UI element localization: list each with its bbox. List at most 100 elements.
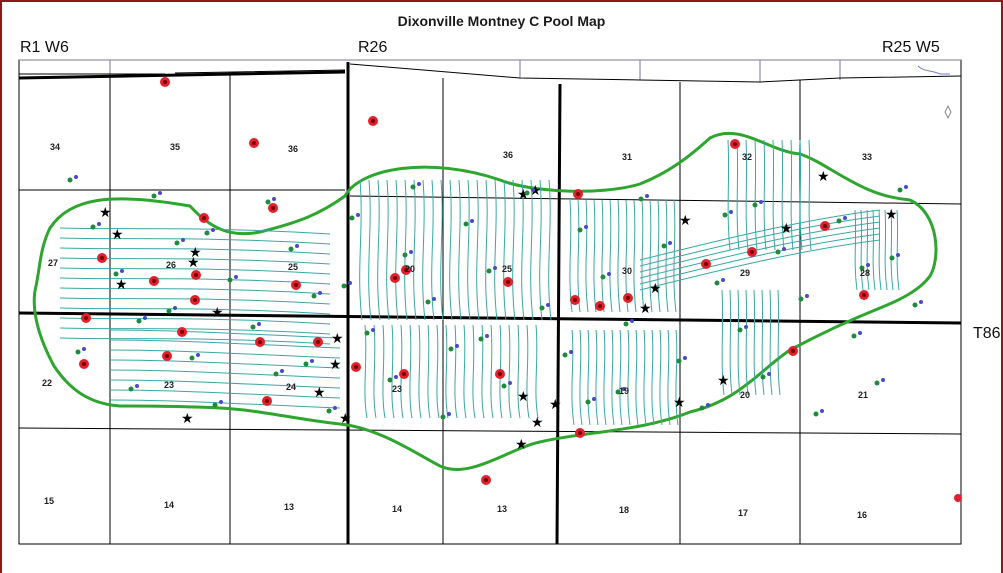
well-green [128, 386, 134, 392]
well-blue [858, 331, 862, 335]
well-red-core [194, 273, 198, 277]
well-red-core [823, 224, 827, 228]
star-icon: ★ [649, 280, 662, 296]
well-green [410, 184, 416, 190]
well-red-core [193, 298, 197, 302]
well-red-core [576, 192, 580, 196]
well-green [189, 355, 195, 361]
well-blue [904, 185, 908, 189]
well-red-core [152, 279, 156, 283]
well-blue [470, 219, 474, 223]
section-number: 32 [742, 152, 752, 162]
well-green [539, 305, 545, 311]
star-icon: ★ [817, 168, 830, 184]
pipeline [633, 199, 637, 313]
well-green [349, 215, 355, 221]
pipeline [641, 199, 645, 313]
pipeline [485, 179, 489, 321]
well-blue [310, 359, 314, 363]
pipeline [761, 289, 765, 396]
star-icon: ★ [313, 384, 326, 400]
star-icon: ★ [549, 396, 562, 412]
well-red-core [258, 340, 262, 344]
well-green [75, 349, 81, 355]
star-icon: ★ [331, 330, 344, 346]
well-red-core [252, 141, 256, 145]
pipeline [404, 179, 408, 321]
well-blue [455, 344, 459, 348]
well-blue [97, 222, 101, 226]
pipeline [772, 139, 776, 251]
pipeline [745, 139, 749, 251]
well-green [638, 196, 644, 202]
star-icon: ★ [673, 394, 686, 410]
well-green [67, 177, 73, 183]
well-blue [257, 322, 261, 326]
well-green [402, 252, 408, 258]
section-number: 20 [405, 264, 415, 274]
well-blue [318, 291, 322, 295]
pipeline [799, 139, 803, 251]
well-blue [82, 347, 86, 351]
section-number: 24 [286, 382, 296, 392]
well-green [577, 227, 583, 233]
township-lines [18, 62, 962, 545]
pipeline [609, 199, 613, 313]
well-green [714, 280, 720, 286]
well-blue [74, 175, 78, 179]
star-icon: ★ [639, 300, 652, 316]
section-number: 14 [392, 504, 402, 514]
star-icon: ★ [211, 304, 224, 320]
star-icon: ★ [111, 226, 124, 242]
well-blue [645, 194, 649, 198]
well-blue [485, 334, 489, 338]
section-number: 21 [858, 390, 868, 400]
section-number: 28 [860, 268, 870, 278]
section-number: 16 [857, 510, 867, 520]
pipeline [571, 329, 575, 426]
pipeline [364, 324, 368, 419]
well-blue [584, 225, 588, 229]
well-red-core [402, 372, 406, 376]
well-blue [729, 210, 733, 214]
pipeline [878, 209, 882, 291]
pipeline [530, 179, 534, 321]
well-red-core [862, 293, 866, 297]
well-blue [173, 306, 177, 310]
pipeline [440, 179, 444, 321]
pipeline [777, 289, 781, 396]
well-blue [759, 200, 763, 204]
well-green [288, 246, 294, 252]
pipeline [59, 327, 331, 335]
well-green [737, 327, 743, 333]
well-green [623, 321, 629, 327]
well-blue [234, 275, 238, 279]
well-green [775, 249, 781, 255]
well-blue [371, 328, 375, 332]
well-green [151, 193, 157, 199]
well-green [212, 402, 218, 408]
pipeline [872, 209, 876, 291]
well-red-core [371, 119, 375, 123]
star-icon: ★ [189, 244, 202, 260]
pipeline [639, 215, 881, 267]
well-red-core [163, 80, 167, 84]
well-blue [196, 353, 200, 357]
well-green [562, 352, 568, 358]
well-blue [348, 281, 352, 285]
star-icon: ★ [187, 254, 200, 270]
pipeline [109, 389, 341, 399]
well-green [912, 302, 918, 308]
section-number: 33 [862, 152, 872, 162]
pipeline [896, 209, 900, 291]
well-red-core [202, 216, 206, 220]
pipeline [729, 289, 733, 396]
pipeline [521, 179, 525, 321]
well-blue [356, 213, 360, 217]
section-number: 36 [503, 150, 513, 160]
pipeline [639, 233, 881, 285]
well-blue [120, 269, 124, 273]
well-red-core [498, 372, 502, 376]
well-green [851, 333, 857, 339]
pipeline [382, 324, 386, 419]
